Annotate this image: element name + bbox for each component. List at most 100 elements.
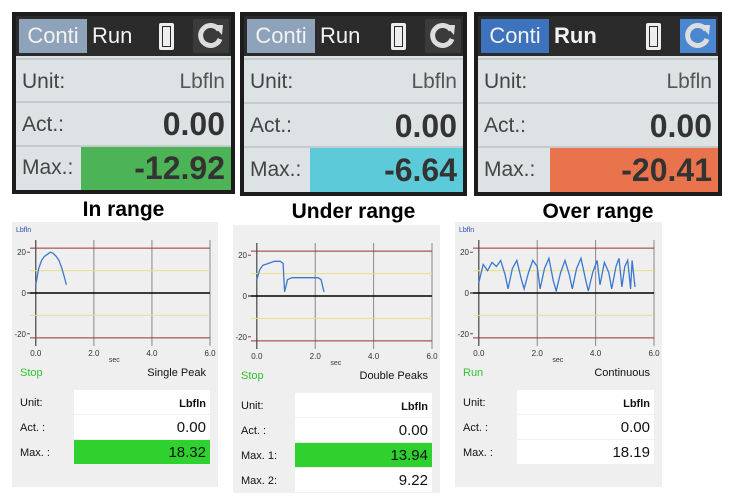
- phone-panel: Lbfln 0.0 2.0 4.0 6.0 sec 20 0 -20 Stop Single Pea…: [12, 222, 218, 487]
- x-axis-label: sec: [552, 357, 563, 364]
- row-value: Lbfln: [623, 398, 650, 410]
- row-value: Lbfln: [179, 398, 206, 410]
- x-tick-label: 6.0: [204, 349, 216, 358]
- row-label: Act. :: [463, 422, 488, 434]
- refresh-arc: [685, 23, 710, 48]
- status-label: Run: [92, 23, 133, 48]
- screen-body: Conti Run Unit: Lbfln Act.: 0.00 Max.: -20.41: [478, 16, 718, 192]
- y-tick-label: 20: [238, 251, 247, 260]
- refresh-arc: [198, 23, 223, 48]
- row-value: 9.22: [399, 472, 428, 489]
- value-cell: [517, 415, 654, 439]
- status-label: Run: [554, 23, 597, 48]
- row-value: Lbfln: [666, 70, 712, 93]
- max-highlight: [550, 148, 718, 192]
- row-value: -20.41: [621, 151, 712, 188]
- mode-name: Single Peak: [147, 367, 206, 379]
- y-tick-label: 0: [465, 289, 470, 298]
- value-cell: [517, 390, 654, 414]
- row-value: 18.32: [168, 444, 206, 461]
- row-divider: [244, 146, 463, 148]
- screen-caption: Over range: [542, 200, 654, 223]
- row-label: Max. :: [463, 447, 493, 459]
- run-status: Stop: [20, 367, 43, 379]
- battery-level: [650, 27, 657, 46]
- row-label: Unit:: [250, 70, 294, 93]
- row-label: Max.:: [250, 158, 302, 181]
- data-line: [35, 251, 67, 285]
- max-highlight: [81, 146, 231, 190]
- screen-header: Conti Run: [478, 16, 718, 56]
- row-value: -12.92: [134, 149, 225, 186]
- battery-level: [163, 27, 170, 46]
- x-axis-label: sec: [330, 360, 341, 367]
- run-status: Run: [463, 367, 483, 379]
- row-divider: [244, 102, 463, 104]
- row-value: Lbfln: [411, 70, 457, 93]
- refresh-icon: [680, 19, 716, 53]
- refresh-glyph: [198, 23, 223, 48]
- x-tick-label: 2.0: [310, 352, 322, 361]
- row-value: 0.00: [394, 107, 457, 144]
- row-label: Unit:: [22, 69, 66, 93]
- row-label: Max. 2:: [241, 475, 277, 487]
- y-axis-label: Lbfln: [459, 227, 474, 234]
- row-divider: [16, 58, 231, 60]
- mode-label: Conti: [247, 19, 315, 53]
- row-label: Act.:: [22, 112, 65, 136]
- x-tick-label: 2.0: [88, 349, 100, 358]
- row-label: Act.:: [484, 114, 527, 137]
- screen-caption: Under range: [291, 200, 416, 223]
- row-value: Lbfln: [179, 69, 225, 93]
- x-tick-label: 0.0: [473, 349, 485, 358]
- row-divider: [16, 144, 231, 147]
- y-tick-label: -20: [235, 333, 247, 342]
- status-label: Run: [320, 23, 361, 48]
- x-tick-label: 6.0: [648, 349, 660, 358]
- x-tick-label: 6.0: [426, 352, 438, 361]
- row-value: -6.64: [384, 151, 457, 188]
- device-screen: Conti Run Unit: Lbfln Act.: 0.00 Max.: -12.92: [12, 12, 235, 194]
- row-label: Act.:: [250, 114, 293, 137]
- row-label: Max.:: [22, 156, 74, 180]
- battery-icon: [159, 23, 174, 50]
- row-divider: [16, 101, 231, 104]
- row-value: 13.94: [390, 447, 428, 464]
- data-line: [256, 260, 325, 293]
- max-highlight: [310, 148, 463, 192]
- y-axis-label: Lbfln: [16, 227, 31, 234]
- value-cell: [295, 418, 432, 442]
- row-label: Act. :: [241, 425, 266, 437]
- battery-level: [395, 27, 402, 46]
- row-value: 0.00: [649, 107, 712, 144]
- row-divider: [478, 102, 718, 104]
- device-screen: Conti Run Unit: Lbfln Act.: 0.00 Max.: -20.41: [474, 12, 722, 196]
- run-status: Stop: [241, 370, 264, 382]
- mode-name: Double Peaks: [360, 370, 429, 382]
- refresh-icon: [425, 19, 461, 53]
- value-cell: [295, 393, 432, 417]
- y-tick-label: 20: [17, 248, 26, 257]
- row-value: 0.00: [399, 422, 428, 439]
- row-label: Max. 1:: [241, 450, 277, 462]
- refresh-glyph: [685, 23, 710, 48]
- row-label: Act. :: [20, 422, 45, 434]
- screen-header: Conti Run: [244, 16, 463, 56]
- value-cell: [74, 440, 210, 464]
- y-tick-label: 0: [22, 289, 27, 298]
- value-cell: [517, 440, 654, 464]
- refresh-arrow: [213, 25, 223, 35]
- row-divider: [478, 146, 718, 148]
- screen-caption: In range: [82, 198, 165, 221]
- row-value: 18.19: [612, 444, 650, 461]
- row-label: Max. :: [20, 447, 50, 459]
- y-tick-label: -20: [14, 330, 26, 339]
- phone-panel: Lbfln 0.0 2.0 4.0 6.0 sec 20 0 -20 Run Continuous U…: [455, 222, 662, 487]
- y-tick-label: -20: [457, 330, 469, 339]
- row-label: Unit:: [463, 397, 486, 409]
- screen-body: Conti Run Unit: Lbfln Act.: 0.00 Max.: -12.92: [16, 16, 231, 190]
- x-tick-label: 0.0: [30, 349, 42, 358]
- row-value: 0.00: [177, 419, 206, 436]
- battery-icon: [391, 23, 406, 50]
- mode-name: Continuous: [594, 367, 650, 379]
